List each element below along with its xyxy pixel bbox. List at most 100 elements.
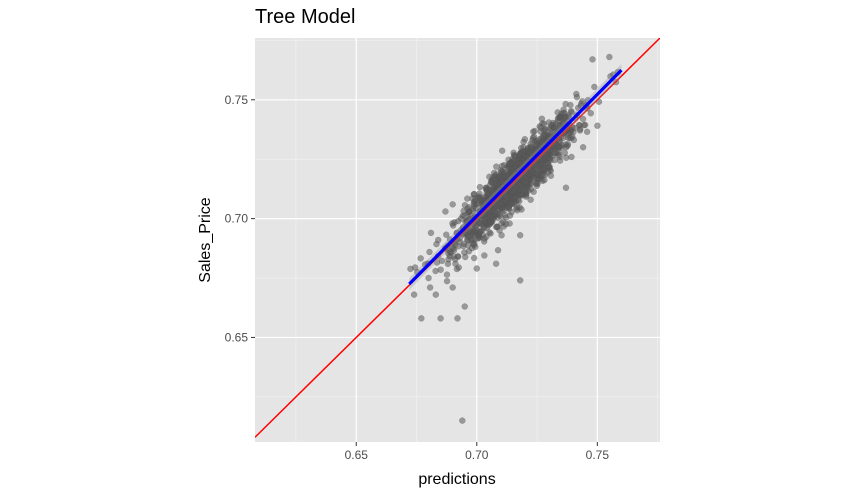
data-point: [465, 208, 473, 215]
data-point: [449, 201, 456, 208]
data-point: [488, 179, 495, 186]
data-point: [538, 171, 545, 179]
data-point: [534, 180, 541, 187]
data-point: [562, 154, 570, 162]
x-tick-label: 0.65: [345, 448, 369, 462]
data-point: [581, 121, 589, 129]
data-point: [480, 225, 488, 232]
fit-lines: [255, 38, 660, 438]
data-point: [556, 157, 564, 164]
data-point: [571, 124, 578, 132]
data-point: [443, 277, 451, 285]
data-point: [455, 264, 463, 271]
data-point: [476, 183, 484, 191]
data-point: [529, 134, 537, 142]
data-point: [589, 56, 596, 63]
data-point: [488, 187, 496, 195]
data-point: [538, 115, 546, 123]
data-point: [546, 163, 553, 171]
data-point: [576, 127, 584, 134]
data-point: [461, 201, 469, 209]
x-tick-label: 0.75: [586, 448, 610, 462]
data-point: [531, 127, 538, 135]
data-point: [594, 122, 601, 129]
data-point: [444, 260, 452, 268]
data-point: [494, 246, 502, 254]
data-point: [553, 148, 560, 156]
data-point: [464, 228, 472, 236]
data-point: [500, 218, 507, 225]
data-point: [437, 315, 444, 322]
data-point: [540, 132, 547, 139]
data-point: [548, 121, 555, 129]
data-point: [516, 277, 524, 284]
data-point: [473, 265, 481, 272]
data-point: [510, 170, 517, 177]
data-point: [478, 197, 485, 205]
data-point: [507, 160, 514, 168]
data-point: [437, 266, 444, 273]
y-tick-label: 0.75: [225, 93, 249, 107]
data-point: [447, 248, 454, 255]
data-point: [549, 152, 556, 160]
data-point: [587, 109, 595, 117]
data-point: [443, 231, 450, 238]
data-point: [542, 152, 549, 159]
data-point: [527, 166, 535, 174]
data-point: [510, 187, 517, 195]
data-point: [425, 274, 432, 282]
data-point: [516, 231, 524, 239]
data-point: [579, 144, 587, 151]
data-point: [527, 196, 534, 204]
data-point: [449, 220, 456, 227]
grid-lines: [255, 38, 660, 442]
data-point: [486, 207, 494, 214]
data-point: [547, 129, 554, 137]
data-point: [443, 271, 451, 278]
data-point: [541, 176, 548, 184]
regression-line: [408, 68, 623, 286]
data-point: [410, 291, 418, 298]
data-point: [591, 83, 598, 91]
data-point: [538, 138, 545, 146]
data-point: [495, 205, 503, 213]
data-point: [449, 284, 456, 291]
data-point: [564, 140, 572, 148]
data-point: [492, 260, 500, 268]
data-point: [513, 203, 521, 211]
data-point: [417, 255, 424, 262]
data-points: [407, 53, 622, 424]
data-point: [432, 291, 440, 298]
chart-title: Tree Model: [255, 6, 356, 28]
data-point: [565, 112, 572, 119]
data-point: [460, 242, 467, 250]
data-point: [522, 179, 529, 186]
data-point: [491, 210, 499, 217]
data-point: [578, 100, 585, 107]
data-point: [471, 240, 478, 247]
axes: 0.65 0.70 0.75 0.65 0.70 0.75: [225, 93, 610, 462]
data-point: [454, 315, 461, 322]
data-point: [427, 229, 435, 237]
data-point: [540, 165, 548, 172]
data-point: [442, 208, 449, 215]
data-point: [450, 253, 457, 260]
data-point: [530, 188, 537, 196]
data-point: [470, 254, 478, 262]
data-point: [567, 101, 574, 109]
data-point: [518, 206, 525, 213]
data-point: [418, 315, 425, 322]
data-point: [411, 264, 419, 271]
data-point: [583, 128, 591, 136]
data-point: [481, 252, 488, 259]
data-point: [472, 195, 479, 202]
data-point: [486, 219, 494, 226]
data-point: [486, 229, 493, 236]
data-point: [506, 212, 514, 219]
data-point: [496, 227, 503, 234]
data-point: [464, 236, 471, 243]
x-tick-label: 0.70: [465, 448, 489, 462]
data-point: [568, 153, 575, 161]
data-point: [517, 144, 525, 152]
data-point: [570, 136, 578, 144]
